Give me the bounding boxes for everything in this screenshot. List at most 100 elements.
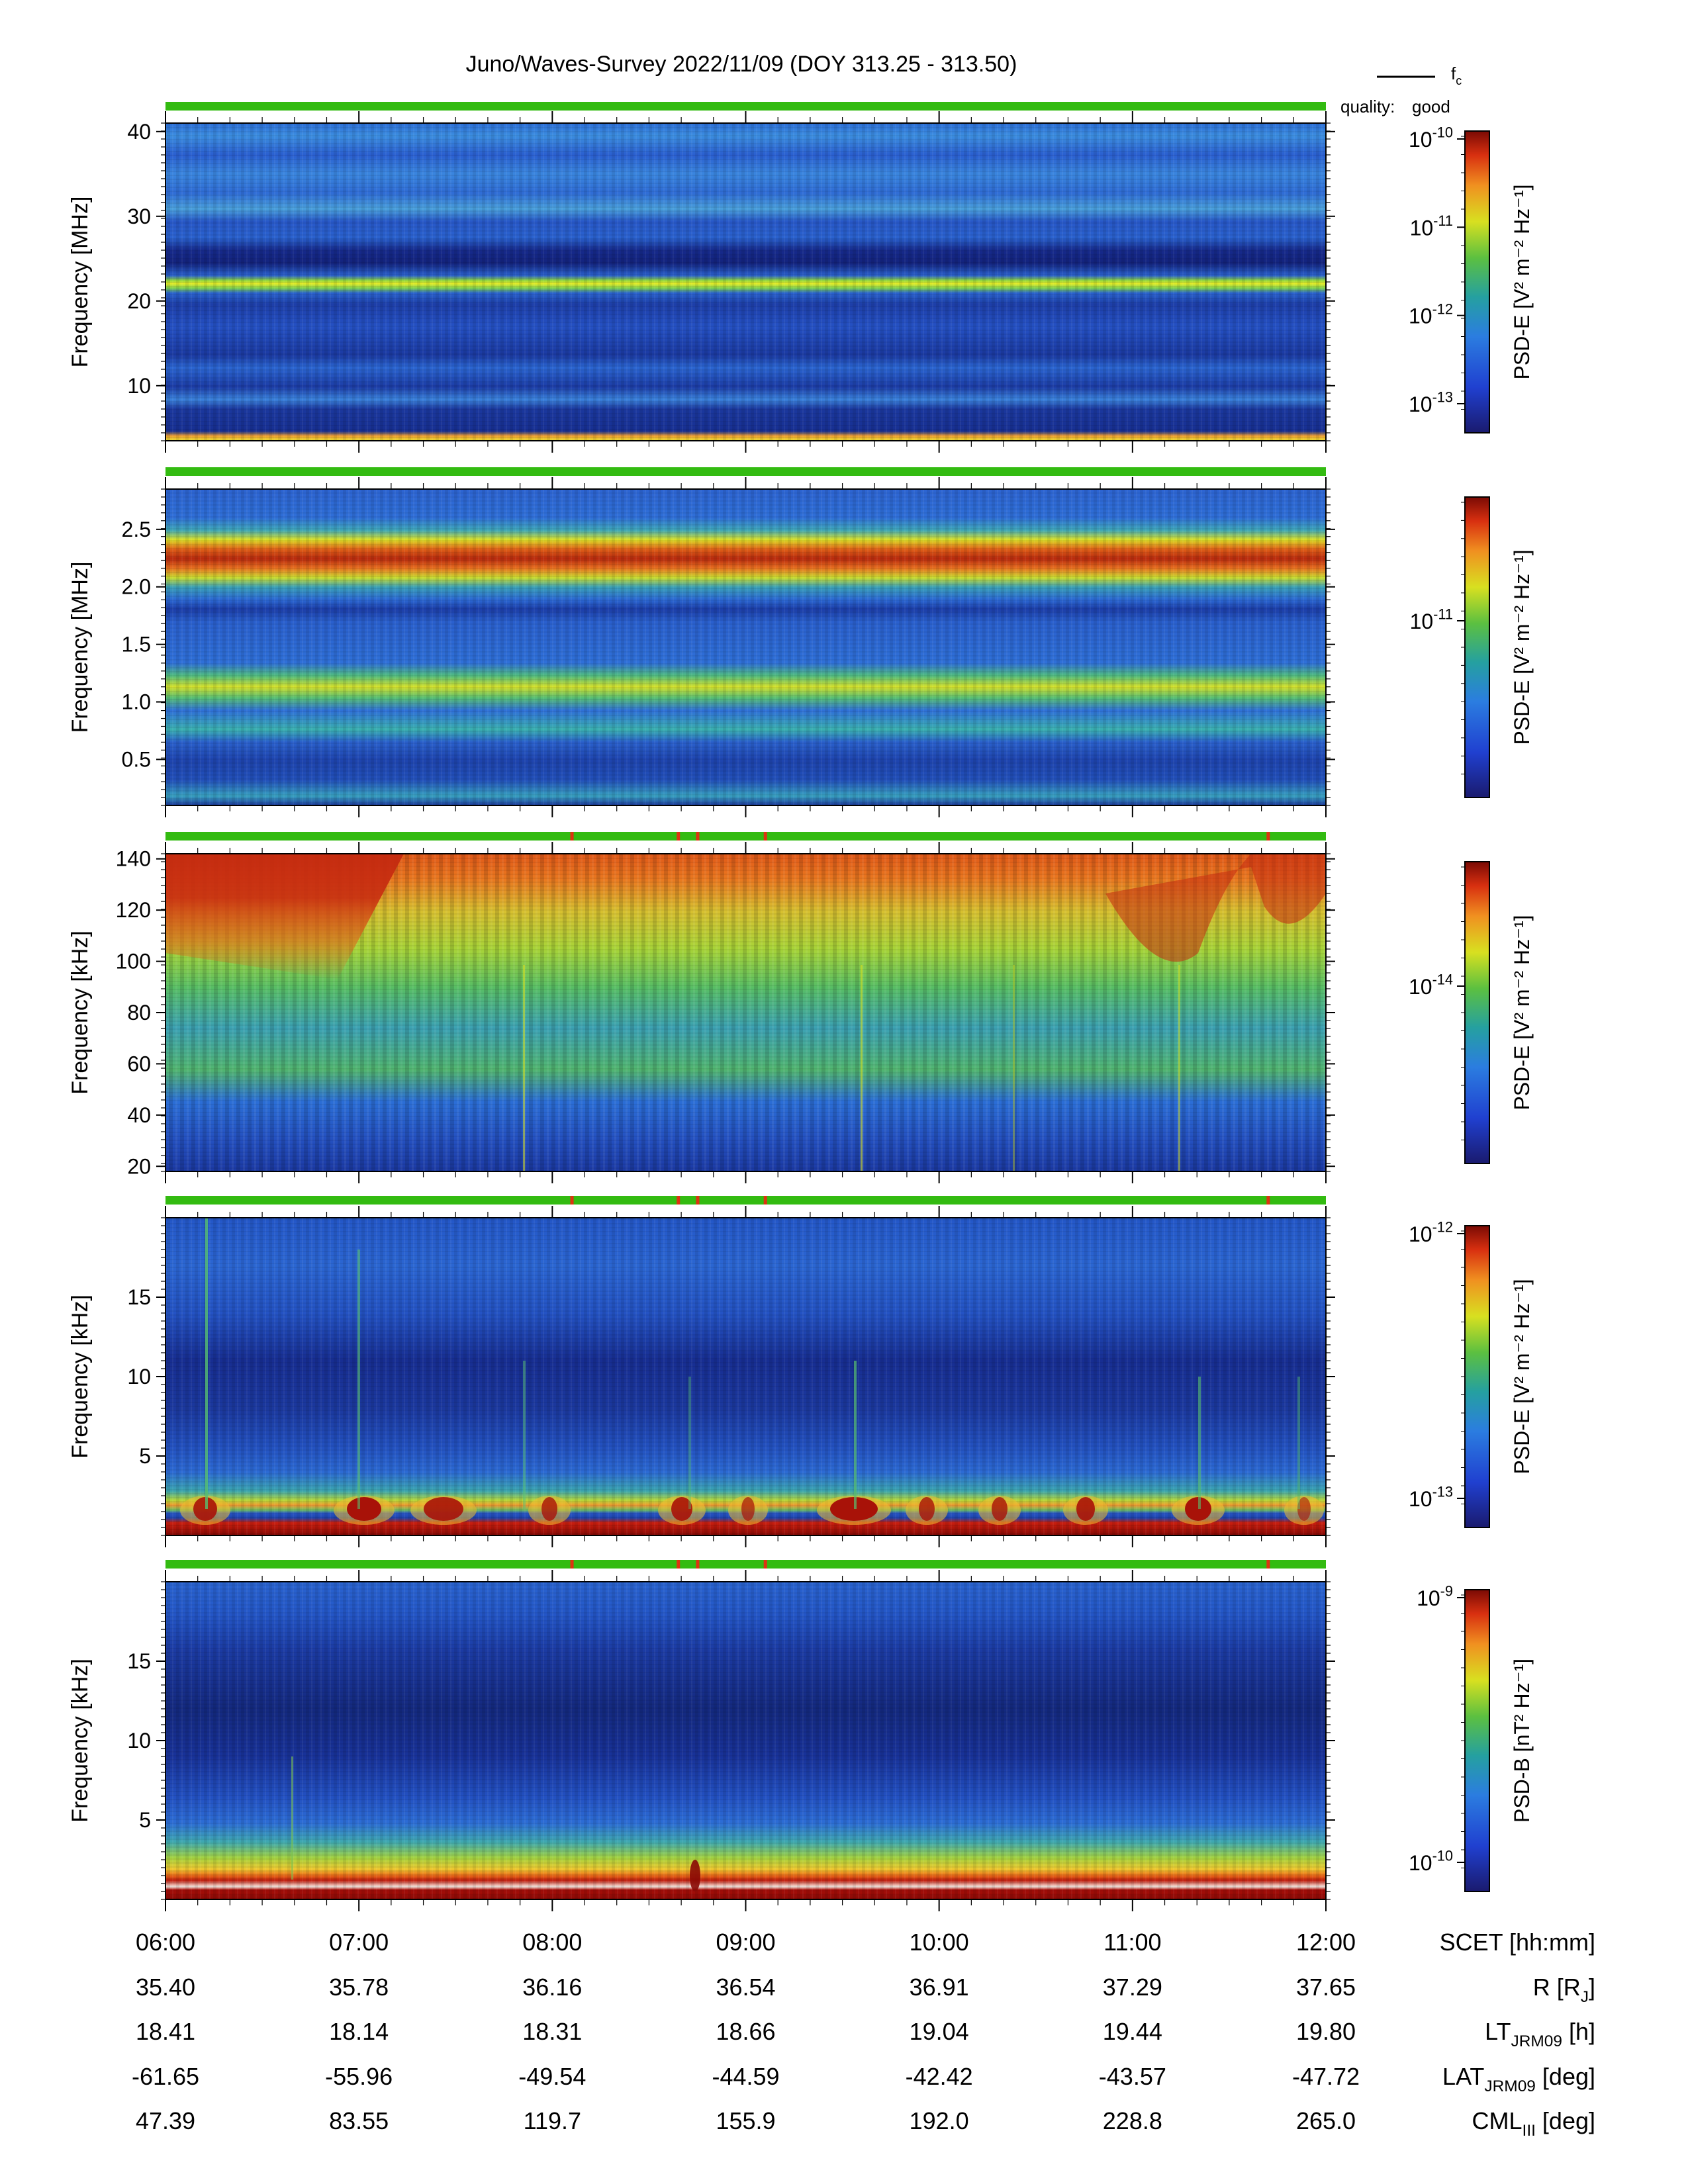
y-axis: 0.5 1.0 1.5 2.0 2.5	[122, 488, 1335, 806]
y-tick-label: 2.5	[122, 518, 151, 541]
ephemeris-value: 36.16	[522, 1974, 582, 2001]
quality-flag	[677, 1196, 680, 1205]
colorbar-tick-label: 10-12	[1409, 1219, 1453, 1246]
ephemeris-value: -55.96	[325, 2063, 393, 2090]
quality-flag	[570, 1560, 574, 1569]
x-axis-ticks	[165, 1570, 1327, 1911]
quality-flag	[1266, 1196, 1270, 1205]
quality-bar	[165, 467, 1326, 476]
y-tick-label: 15	[127, 1285, 151, 1309]
colorbar-tick-label: 10-14	[1409, 972, 1453, 999]
y-tick-label: 10	[127, 1729, 151, 1752]
colorbar: 10-9 10-10 PSD-B [nT² Hz⁻¹]	[1409, 1583, 1534, 1892]
y-tick-label: 10	[127, 374, 151, 398]
quality-flag	[763, 1560, 767, 1569]
ephemeris-value: 228.8	[1103, 2107, 1162, 2134]
spectrogram-image	[165, 489, 1326, 805]
y-tick-label: 5	[139, 1444, 151, 1468]
y-tick-label: 2.0	[122, 575, 151, 599]
ephemeris-value: 192.0	[910, 2107, 969, 2134]
colorbar-tick-label: 10-13	[1409, 1484, 1453, 1511]
ephemeris-value: 19.80	[1296, 2018, 1356, 2045]
ephemeris-value: 09:00	[716, 1929, 775, 1956]
ephemeris-value: 37.65	[1296, 1974, 1356, 2001]
quality-bar	[165, 102, 1326, 111]
colorbar: 10-14 PSD-E [V² m⁻² Hz⁻¹]	[1409, 861, 1534, 1164]
y-axis: 5 10 15	[127, 1217, 1335, 1536]
y-axis: 10 20 30 40	[127, 120, 1335, 441]
colorbar-tick-label: 10-10	[1409, 124, 1453, 152]
quality-bar	[165, 1560, 1326, 1569]
colorbar-label: PSD-E [V² m⁻² Hz⁻¹]	[1510, 1279, 1534, 1474]
colorbar-label: PSD-E [V² m⁻² Hz⁻¹]	[1510, 184, 1534, 379]
y-tick-label: 30	[127, 205, 151, 228]
quality-flag	[696, 1196, 700, 1205]
y-tick-label: 1.5	[122, 633, 151, 657]
ephemeris-value: 119.7	[524, 2107, 581, 2134]
ephemeris-label: SCET [hh:mm]	[1440, 1929, 1595, 1956]
y-tick-label: 20	[127, 289, 151, 313]
y-tick-label: 100	[116, 950, 151, 974]
quality-flag	[1266, 1560, 1270, 1569]
spectrogram-image	[165, 1218, 1326, 1535]
y-tick-label: 40	[127, 1103, 151, 1127]
spectrogram-panel-3: 20 40 60 80 100 120 140 Frequency [kHz] 10-14 PSD…	[68, 832, 1534, 1183]
y-tick-label: 0.5	[122, 747, 151, 771]
y-tick-label: 60	[127, 1052, 151, 1075]
y-tick-label: 20	[127, 1154, 151, 1178]
colorbar-label: PSD-B [nT² Hz⁻¹]	[1510, 1659, 1534, 1823]
ephemeris-value: 12:00	[1296, 1929, 1356, 1956]
ephemeris-value: 37.29	[1103, 1974, 1162, 2001]
colorbar-scale	[1464, 1589, 1490, 1892]
quality-flag	[677, 832, 680, 841]
quality-flag	[570, 1196, 574, 1205]
quality-flag	[696, 1560, 700, 1569]
y-tick-label: 10	[127, 1365, 151, 1388]
quality-flag	[1266, 832, 1270, 841]
legend: fc quality: good	[1340, 64, 1462, 116]
ephemeris-label: LATJRM09 [deg]	[1442, 2063, 1595, 2095]
quality-flag	[677, 1560, 680, 1569]
ephemeris-value: -43.57	[1099, 2063, 1166, 2090]
ephemeris-value: 11:00	[1103, 1929, 1161, 1956]
figure-title: Juno/Waves-Survey 2022/11/09 (DOY 313.25…	[466, 52, 1017, 77]
colorbar-tick-label: 10-11	[1410, 606, 1453, 633]
spectrogram-image	[165, 1582, 1326, 1899]
y-axis: 5 10 15	[127, 1581, 1335, 1900]
spectrogram-image	[165, 854, 1326, 1171]
ephemeris-value: 265.0	[1296, 2107, 1356, 2134]
quality-flag	[763, 832, 767, 841]
ephemeris-value: 18.66	[716, 2018, 775, 2045]
quality-label: quality:	[1340, 97, 1395, 116]
colorbar-scale	[1464, 1225, 1490, 1528]
ephemeris-value: -49.54	[518, 2063, 586, 2090]
ephemeris-row-3: 18.41 18.14 18.31 18.66 19.04 19.44 19.80 LTJRM…	[136, 2018, 1595, 2050]
y-tick-label: 40	[127, 120, 151, 144]
ephemeris-label: R [RJ]	[1533, 1974, 1595, 2006]
ephemeris-value: 47.39	[136, 2107, 195, 2134]
x-axis-ticks	[165, 842, 1327, 1183]
colorbar-tick-label: 10-12	[1409, 300, 1453, 328]
ephemeris-row-1: 06:00 07:00 08:00 09:00 10:00 11:00 12:00 SCET …	[136, 1929, 1595, 1956]
x-axis-ticks	[165, 1206, 1327, 1547]
quality-value: good	[1412, 97, 1450, 116]
ephemeris-value: 10:00	[910, 1929, 969, 1956]
ephemeris-value: 18.41	[136, 2018, 195, 2045]
colorbar: 10-11 PSD-E [V² m⁻² Hz⁻¹]	[1410, 496, 1534, 798]
spectrogram-panel-5: 5 10 15 Frequency [kHz] 10-9 10-10 PSD-B [nT² …	[68, 1560, 1534, 1911]
ephemeris-value: 18.14	[329, 2018, 389, 2045]
quality-bar	[165, 832, 1326, 841]
colorbar-tick-label: 10-9	[1417, 1583, 1453, 1610]
legend-fc-label: fc	[1451, 64, 1462, 87]
colorbar: 10-12 10-13 PSD-E [V² m⁻² Hz⁻¹]	[1409, 1219, 1534, 1528]
colorbar-label: PSD-E [V² m⁻² Hz⁻¹]	[1510, 549, 1534, 745]
ephemeris-value: -61.65	[132, 2063, 199, 2090]
colorbar-scale	[1464, 496, 1490, 798]
spectrogram-panel-4: 5 10 15 Frequency [kHz] 10-12 10-13 PSD-E [V² …	[68, 1196, 1534, 1547]
x-axis-ticks	[165, 111, 1327, 453]
spectrogram-image	[165, 123, 1326, 441]
ephemeris-value: 08:00	[522, 1929, 582, 1956]
y-axis-label: Frequency [kHz]	[68, 1659, 93, 1823]
